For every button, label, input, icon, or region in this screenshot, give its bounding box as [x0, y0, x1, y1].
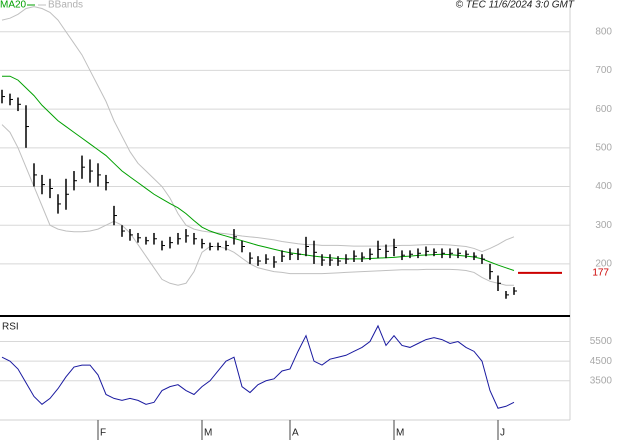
y-tick-label: 800: [595, 26, 612, 37]
ma-line: [2, 75, 515, 271]
legend-bbands: BBands: [48, 0, 83, 11]
x-tick-label: M: [204, 428, 212, 439]
legend-ma20: MA20: [0, 0, 27, 11]
bband-upper: [1, 6, 515, 253]
y-tick-label: 600: [595, 104, 612, 115]
y-tick-label: 3500: [590, 375, 613, 386]
x-tick-label: M: [396, 428, 404, 439]
bband-lower: [1, 124, 514, 286]
y-tick-label: 700: [595, 65, 612, 76]
y-tick-label: 300: [595, 220, 612, 231]
source: © TEC 11/6/2024 3:0 GMT: [456, 0, 575, 11]
x-tick-label: F: [100, 428, 106, 439]
last-price-label: 177: [592, 267, 609, 278]
rsi-title: RSI: [2, 322, 19, 333]
x-tick-label: J: [500, 428, 505, 439]
rsi-line: [1, 324, 515, 409]
y-tick-label: 500: [595, 142, 612, 153]
y-tick-label: 200: [595, 259, 612, 270]
y-tick-label: 400: [595, 181, 612, 192]
x-tick-label: A: [292, 428, 299, 439]
y-tick-label: 5500: [590, 336, 613, 347]
y-tick-label: 4500: [590, 356, 613, 367]
